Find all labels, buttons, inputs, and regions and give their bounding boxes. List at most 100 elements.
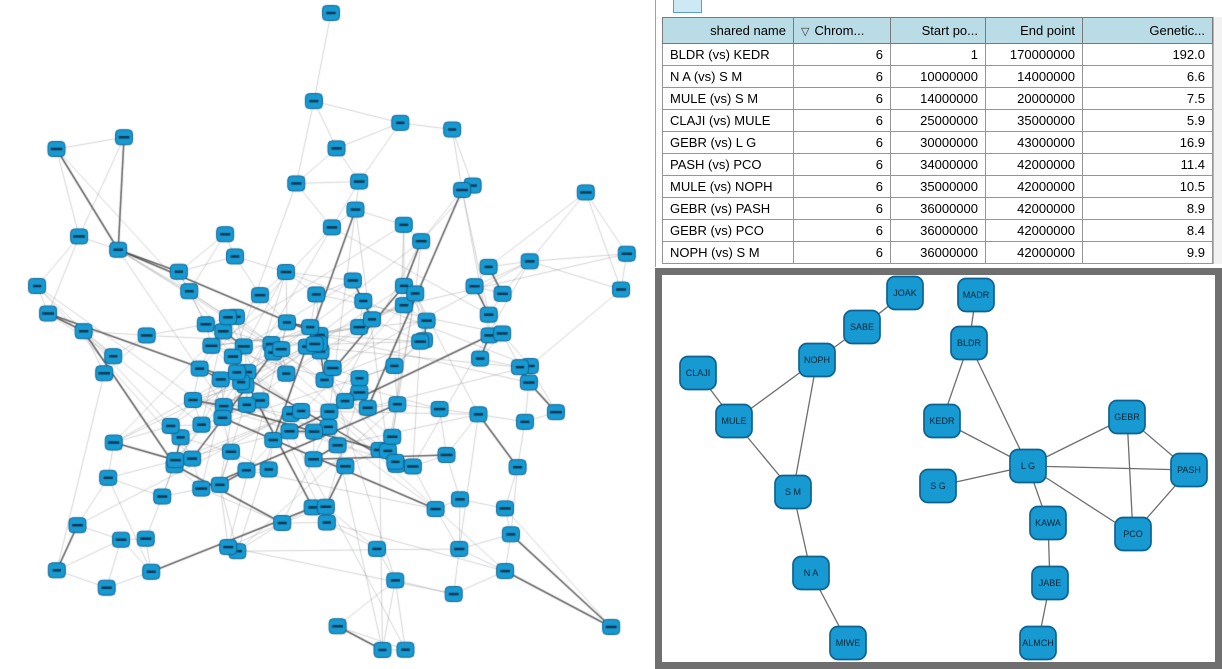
large-network-canvas[interactable] [0,0,655,669]
network-node[interactable]: S G [919,468,957,504]
table-cell: 6 [793,241,891,264]
network-edge [1027,465,1190,471]
table-row[interactable]: PASH (vs) PCO 6 34000000 42000000 11.4 [662,153,1213,176]
table-cell: PASH (vs) PCO [662,153,794,176]
column-header-3[interactable]: Start po... [890,17,986,44]
table-cell: 6 [793,65,891,88]
column-header-label: Genetic... [1149,23,1205,38]
network-node[interactable]: S M [774,474,812,510]
network-node[interactable]: SABE [843,309,881,345]
table-row[interactable]: GEBR (vs) L G 6 30000000 43000000 16.9 [662,131,1213,154]
table-cell: 42000000 [985,241,1083,264]
column-header-1[interactable]: shared name [662,17,794,44]
network-node[interactable]: MIWE [829,625,867,661]
table-row[interactable]: CLAJI (vs) MULE 6 25000000 35000000 5.9 [662,109,1213,132]
network-node-label: MIWE [836,638,861,648]
table-cell: 6 [793,131,891,154]
table-corner-tab[interactable] [673,0,702,13]
network-node-label: KEDR [929,416,955,426]
table-cell: 6 [793,109,891,132]
network-node[interactable]: NOPH [798,342,836,378]
table-row[interactable]: NOPH (vs) S M 6 36000000 42000000 9.9 [662,241,1213,264]
sort-filter-icon[interactable]: ▽ [801,26,810,38]
network-node-label: L G [1021,461,1035,471]
table-cell: 34000000 [890,153,986,176]
column-header-5[interactable]: Genetic... [1082,17,1213,44]
table-cell: 42000000 [985,197,1083,220]
network-node[interactable]: JOAK [886,275,924,311]
table-cell: GEBR (vs) PASH [662,197,794,220]
network-node-label: S G [930,481,946,491]
network-view-panel: JOAK MADR SABE BLDR NOPH CLAJI MULE KEDR GEBR L G… [655,268,1222,669]
table-cell: 5.9 [1082,109,1213,132]
network-node[interactable]: KEDR [923,403,961,439]
edge-table-panel: shared name ▽ Chrom... Start po... End point… [655,0,1222,267]
network-node[interactable]: MADR [957,277,995,313]
network-node[interactable]: L G [1009,448,1047,484]
table-cell: 6 [793,153,891,176]
network-node-label: KAWA [1035,518,1061,528]
table-cell: 42000000 [985,219,1083,242]
table-cell: 14000000 [985,65,1083,88]
table-cell: 6 [793,219,891,242]
table-cell: CLAJI (vs) MULE [662,109,794,132]
table-cell: 170000000 [985,43,1083,66]
network-node[interactable]: PCO [1114,516,1152,552]
table-row[interactable]: BLDR (vs) KEDR 6 1 170000000 192.0 [662,43,1213,66]
table-cell: GEBR (vs) L G [662,131,794,154]
column-header-4[interactable]: End point [985,17,1083,44]
table-cell: 16.9 [1082,131,1213,154]
network-node[interactable]: MULE [715,403,753,439]
table-cell: 8.9 [1082,197,1213,220]
table-row[interactable]: N A (vs) S M 6 10000000 14000000 6.6 [662,65,1213,88]
table-cell: 36000000 [890,197,986,220]
table-cell: 8.4 [1082,219,1213,242]
network-edge [968,342,1029,467]
table-cell: 10000000 [890,65,986,88]
column-header-label: End point [1020,23,1075,38]
table-row[interactable]: MULE (vs) NOPH 6 35000000 42000000 10.5 [662,175,1213,198]
column-header-2[interactable]: ▽ Chrom... [793,17,891,44]
network-edge [1126,416,1134,535]
table-cell: 11.4 [1082,153,1213,176]
table-cell: 6 [793,43,891,66]
table-cell: 192.0 [1082,43,1213,66]
table-cell: 7.5 [1082,87,1213,110]
table-cell: NOPH (vs) S M [662,241,794,264]
table-cell: 30000000 [890,131,986,154]
table-row[interactable]: GEBR (vs) PASH 6 36000000 42000000 8.9 [662,197,1213,220]
network-node-label: MADR [963,290,990,300]
network-node[interactable]: N A [792,555,830,591]
table-cell: 35000000 [890,175,986,198]
network-node[interactable]: ALMCH [1019,625,1057,661]
column-header-label: shared name [710,23,786,38]
network-node[interactable]: PASH [1170,452,1208,488]
table-cell: 6 [793,197,891,220]
table-cell: 25000000 [890,109,986,132]
table-cell: 6 [793,175,891,198]
table-cell: 6 [793,87,891,110]
edge-attribute-table: shared name ▽ Chrom... Start po... End point… [662,17,1213,264]
network-node[interactable]: CLAJI [679,355,717,391]
network-node-label: GEBR [1114,412,1140,422]
table-scrollbar-track[interactable] [1213,17,1222,264]
network-node[interactable]: JABE [1031,565,1069,601]
table-cell: MULE (vs) S M [662,87,794,110]
table-row[interactable]: MULE (vs) S M 6 14000000 20000000 7.5 [662,87,1213,110]
sub-network-canvas[interactable]: JOAK MADR SABE BLDR NOPH CLAJI MULE KEDR GEBR L G… [662,275,1215,662]
table-cell: 10.5 [1082,175,1213,198]
table-cell: 36000000 [890,219,986,242]
table-cell: 20000000 [985,87,1083,110]
network-node[interactable]: KAWA [1029,505,1067,541]
network-edge [792,359,818,493]
network-node-label: MULE [721,416,746,426]
network-node-label: JOAK [893,288,917,298]
table-body: BLDR (vs) KEDR 6 1 170000000 192.0 N A (vs) S… [662,43,1213,264]
network-node[interactable]: GEBR [1108,399,1146,435]
table-cell: 36000000 [890,241,986,264]
network-node[interactable]: BLDR [950,325,988,361]
table-row[interactable]: GEBR (vs) PCO 6 36000000 42000000 8.4 [662,219,1213,242]
table-cell: 42000000 [985,153,1083,176]
network-node-label: PASH [1177,465,1201,475]
